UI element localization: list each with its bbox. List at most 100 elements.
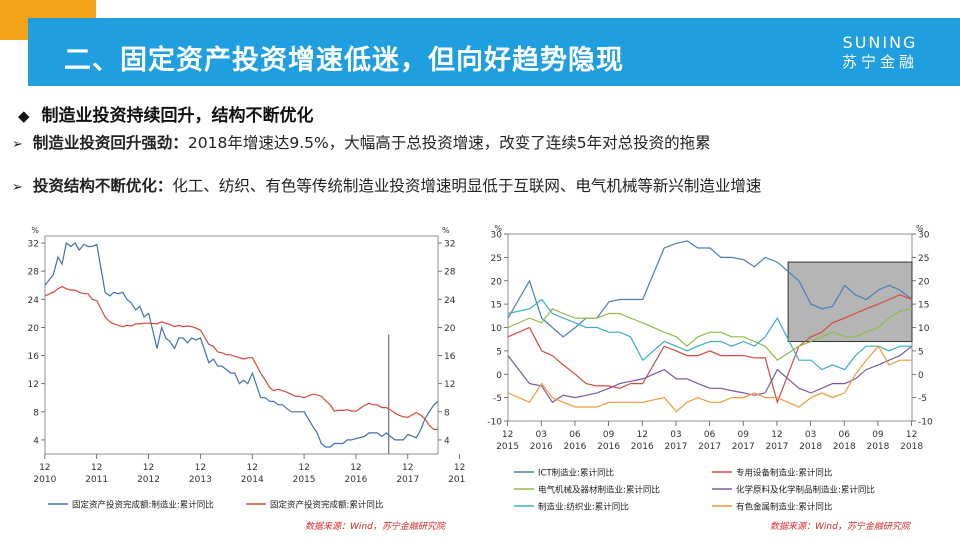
x-tick-label-month: 03 bbox=[670, 430, 681, 440]
y-tick-label-left: 4 bbox=[33, 436, 39, 446]
x-tick-label-year: 2017 bbox=[732, 442, 755, 452]
diamond-bullet-icon: ◆ bbox=[18, 107, 30, 125]
y-tick-label-right: 24 bbox=[444, 296, 456, 306]
y-tick-label-left: 20 bbox=[491, 277, 503, 287]
series-line-4 bbox=[507, 345, 913, 404]
x-tick-label-year: 2015 bbox=[496, 442, 519, 452]
y-tick-label-left: 20 bbox=[28, 324, 40, 334]
x-tick-label-year: 2017 bbox=[765, 442, 788, 452]
header-band bbox=[28, 18, 960, 86]
y-tick-label-right: 0 bbox=[918, 371, 924, 381]
bullet-text-1: 2018年增速达9.5%，大幅高于总投资增速，改变了连续5年对总投资的拖累 bbox=[187, 134, 711, 152]
right-chart-panel: -10 -10 -5 -5 0 0 5 5 10 10 15 15 20 20 25 25 30 30%% 12 20… bbox=[474, 222, 948, 522]
y-tick-label-right: 15 bbox=[918, 301, 929, 311]
y-tick-label-right: -10 bbox=[918, 418, 933, 428]
suning-logo: SUNING 苏宁金融 bbox=[842, 34, 918, 72]
x-tick-label-year: 2016 bbox=[530, 442, 553, 452]
y-tick-label-left: 5 bbox=[496, 347, 502, 357]
x-tick-label-month: 12 bbox=[195, 463, 206, 473]
highlight-box bbox=[787, 261, 913, 343]
y-unit-left: % bbox=[31, 226, 39, 235]
plot-frame bbox=[44, 235, 439, 455]
x-tick-label-month: 06 bbox=[704, 430, 716, 440]
y-tick-label-right: 28 bbox=[444, 268, 456, 278]
y-tick-label-left: 25 bbox=[491, 254, 502, 264]
arrow-bullet-icon: ➢ bbox=[12, 137, 23, 152]
bullet-bold-1: 制造业投资回升强劲： bbox=[32, 134, 188, 152]
bullet-bold-2: 投资结构不断优化： bbox=[32, 177, 173, 195]
bullet-item-1: ➢ 制造业投资回升强劲：2018年增速达9.5%，大幅高于总投资增速，改变了连续5… bbox=[12, 131, 711, 153]
x-tick-label-month: 03 bbox=[805, 430, 816, 440]
x-tick-label-month: 12 bbox=[350, 463, 361, 473]
x-tick-label-year: 2011 bbox=[85, 475, 108, 485]
legend-label-6: 有色金属制造业:累计同比 bbox=[736, 502, 832, 513]
series-line-5 bbox=[507, 298, 912, 371]
x-tick-label-year: 2016 bbox=[563, 442, 586, 452]
section-heading-text: 制造业投资持续回升，结构不断优化 bbox=[41, 106, 314, 126]
x-tick-label-year: 2018 bbox=[866, 442, 889, 452]
x-tick-label-month: 12 bbox=[771, 430, 782, 440]
slide-title: 二、固定资产投资增速低迷，但向好趋势隐现 bbox=[64, 45, 624, 76]
x-tick-label-year: 2017 bbox=[664, 442, 687, 452]
legend-label-2: 固定资产投资完成额:累计同比 bbox=[270, 500, 383, 511]
x-tick-label-year: 2014 bbox=[241, 475, 264, 485]
y-tick-label-right: 10 bbox=[918, 324, 930, 334]
arrow-bullet-icon: ➢ bbox=[12, 180, 23, 195]
series-line-6 bbox=[507, 345, 912, 413]
y-unit-left: % bbox=[494, 224, 502, 233]
x-tick-label-year: 2016 bbox=[631, 442, 654, 452]
series-line-3 bbox=[507, 308, 913, 361]
y-unit-right: % bbox=[442, 226, 450, 235]
section-heading: ◆ 制造业投资持续回升，结构不断优化 bbox=[18, 101, 314, 126]
y-tick-label-right: 8 bbox=[444, 408, 450, 418]
logo-text-cn: 苏宁金融 bbox=[841, 53, 918, 71]
y-tick-label-left: 15 bbox=[491, 301, 502, 311]
logo-text-en: SUNING bbox=[842, 33, 918, 52]
right-chart-source: 数据来源：Wind，苏宁金融研究院 bbox=[770, 522, 910, 532]
y-tick-label-right: 30 bbox=[918, 231, 930, 241]
right-chart: -10 -10 -5 -5 0 0 5 5 10 10 15 15 20 20 25 25 30 30% % 12 20… bbox=[487, 224, 933, 513]
x-tick-label-month: 12 bbox=[143, 463, 154, 473]
x-tick-label-year: 2015 bbox=[293, 475, 316, 485]
x-tick-label-year: 2018 bbox=[448, 475, 466, 485]
bullet-text-2: 化工、纺织、有色等传统制造业投资增速明显低于互联网、电气机械等新兴制造业增速 bbox=[172, 177, 762, 195]
y-unit-right: % bbox=[916, 224, 924, 233]
x-tick-label-month: 12 bbox=[402, 463, 413, 473]
y-tick-label-left: 8 bbox=[33, 408, 39, 418]
x-tick-label-year: 2018 bbox=[900, 442, 923, 452]
series-line-1 bbox=[507, 240, 913, 338]
y-tick-label-right: 5 bbox=[918, 347, 924, 357]
x-tick-label-year: 2018 bbox=[799, 442, 822, 452]
y-tick-label-right: 32 bbox=[444, 240, 455, 250]
x-tick-label-month: 12 bbox=[637, 430, 648, 440]
y-tick-label-right: 20 bbox=[444, 324, 456, 334]
x-tick-label-year: 2013 bbox=[189, 475, 212, 485]
y-tick-label-left: -5 bbox=[493, 394, 502, 404]
x-tick-label-year: 2016 bbox=[597, 442, 620, 452]
series-line-2 bbox=[44, 285, 438, 430]
x-tick-label-year: 2012 bbox=[137, 475, 160, 485]
y-tick-label-left: -10 bbox=[487, 418, 502, 428]
y-tick-label-left: 28 bbox=[28, 268, 40, 278]
left-chart: 4 4 8 8 12 12 16 16 20 20 24 24 28 28 32 32% % 12 2010 12 20… bbox=[28, 226, 472, 511]
left-chart-panel: 4 4 8 8 12 12 16 16 20 20 24 24 28 28 32 32%% 12 2010 12 20… bbox=[18, 222, 472, 522]
y-tick-label-right: 4 bbox=[444, 436, 450, 446]
x-tick-label-month: 12 bbox=[39, 463, 50, 473]
x-tick-label-year: 2018 bbox=[833, 442, 856, 452]
y-tick-label-left: 0 bbox=[496, 371, 502, 381]
y-tick-label-left: 10 bbox=[491, 324, 503, 334]
x-tick-label-month: 09 bbox=[738, 430, 750, 440]
series-line-1 bbox=[44, 241, 439, 448]
x-tick-label-month: 06 bbox=[839, 430, 851, 440]
left-chart-source: 数据来源：Wind，苏宁金融研究院 bbox=[305, 522, 445, 532]
legend-label-2: 专用设备制造业:累计同比 bbox=[736, 468, 832, 479]
y-tick-label-left: 24 bbox=[28, 296, 40, 306]
series-line-2 bbox=[507, 294, 913, 405]
y-tick-label-right: 16 bbox=[444, 352, 456, 362]
y-tick-label-right: 12 bbox=[444, 380, 455, 390]
y-tick-label-right: -5 bbox=[918, 394, 927, 404]
x-tick-label-month: 09 bbox=[603, 430, 615, 440]
legend-label-1: 固定资产投资完成额:制造业:累计同比 bbox=[72, 500, 214, 511]
legend-label-1: ICT制造业:累计同比 bbox=[538, 468, 614, 479]
x-tick-label-month: 12 bbox=[454, 463, 465, 473]
